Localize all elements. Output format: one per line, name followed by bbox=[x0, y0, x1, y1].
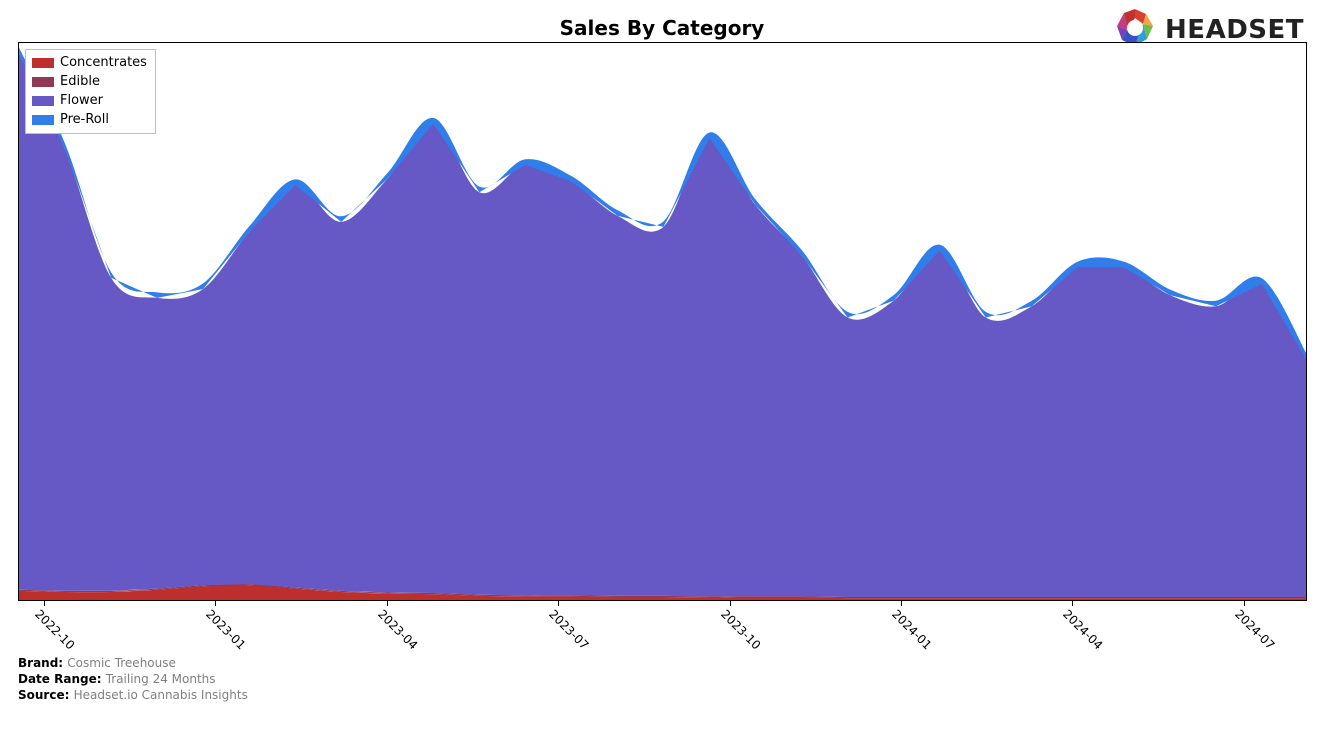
meta-label: Date Range: bbox=[18, 672, 106, 686]
x-tick-label: 2024-04 bbox=[1060, 607, 1105, 652]
chart-metadata: Brand: Cosmic TreehouseDate Range: Trail… bbox=[18, 655, 248, 704]
brand-logo-text: HEADSET bbox=[1165, 15, 1304, 45]
x-tick-mark bbox=[215, 601, 216, 606]
meta-line: Date Range: Trailing 24 Months bbox=[18, 671, 248, 687]
legend-swatch bbox=[32, 58, 54, 68]
legend-item: Concentrates bbox=[32, 54, 147, 73]
x-tick-label: 2023-10 bbox=[718, 607, 763, 652]
x-tick-mark bbox=[44, 601, 45, 606]
plot-area: ConcentratesEdibleFlowerPre-Roll bbox=[18, 42, 1307, 601]
meta-label: Brand: bbox=[18, 656, 67, 670]
x-tick-label: 2024-01 bbox=[889, 607, 934, 652]
x-tick-label: 2023-07 bbox=[546, 607, 591, 652]
x-tick-mark bbox=[1072, 601, 1073, 606]
x-tick-mark bbox=[387, 601, 388, 606]
legend-label: Flower bbox=[60, 92, 103, 111]
legend-item: Pre-Roll bbox=[32, 111, 147, 130]
legend: ConcentratesEdibleFlowerPre-Roll bbox=[25, 49, 156, 134]
meta-value: Trailing 24 Months bbox=[106, 672, 216, 686]
legend-label: Concentrates bbox=[60, 54, 147, 73]
legend-swatch bbox=[32, 96, 54, 106]
legend-label: Edible bbox=[60, 73, 100, 92]
meta-value: Headset.io Cannabis Insights bbox=[74, 688, 248, 702]
chart-container: Sales By Category HEADSET ConcentratesEd… bbox=[0, 0, 1324, 739]
legend-swatch bbox=[32, 77, 54, 87]
meta-label: Source: bbox=[18, 688, 74, 702]
legend-item: Edible bbox=[32, 73, 147, 92]
x-tick-mark bbox=[730, 601, 731, 606]
x-tick-mark bbox=[901, 601, 902, 606]
x-tick-mark bbox=[1244, 601, 1245, 606]
x-tick-label: 2024-07 bbox=[1232, 607, 1277, 652]
legend-label: Pre-Roll bbox=[60, 111, 109, 130]
area-flower bbox=[19, 53, 1307, 597]
meta-value: Cosmic Treehouse bbox=[67, 656, 176, 670]
meta-line: Brand: Cosmic Treehouse bbox=[18, 655, 248, 671]
x-tick-mark bbox=[558, 601, 559, 606]
stacked-area-svg bbox=[19, 43, 1307, 601]
x-tick-label: 2023-01 bbox=[203, 607, 248, 652]
x-tick-label: 2022-10 bbox=[32, 607, 77, 652]
legend-item: Flower bbox=[32, 92, 147, 111]
meta-line: Source: Headset.io Cannabis Insights bbox=[18, 687, 248, 703]
legend-swatch bbox=[32, 115, 54, 125]
x-tick-label: 2023-04 bbox=[375, 607, 420, 652]
